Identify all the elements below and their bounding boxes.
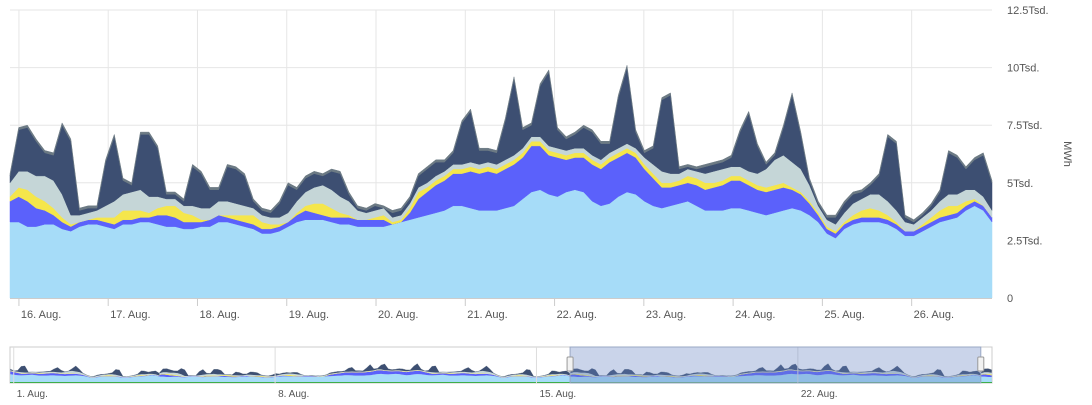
area-series-6 <box>9 65 993 223</box>
x-tick-label: 23. Aug. <box>646 309 686 321</box>
x-tick-label: 21. Aug. <box>467 309 507 321</box>
y-tick-label: 10Tsd. <box>1007 63 1039 75</box>
navigator-tick-label: 8. Aug. <box>278 389 309 400</box>
main-plot-areas <box>9 65 993 299</box>
y-tick-label: 7.5Tsd. <box>1007 120 1042 132</box>
navigator-handle-right[interactable] <box>977 356 985 372</box>
navigator-selected-range[interactable] <box>569 346 982 384</box>
x-tick-label: 18. Aug. <box>199 309 239 321</box>
navigator-area-series-5 <box>10 363 992 377</box>
x-axis-ticks: 16. Aug. 17. Aug. 18. Aug. 19. Aug. 20. Aug.… <box>18 298 954 321</box>
x-tick-label: 22. Aug. <box>557 309 597 321</box>
y-tick-label: 5Tsd. <box>1007 178 1033 190</box>
x-tick-label: 26. Aug. <box>914 309 954 321</box>
navigator-area-series-2 <box>10 370 992 378</box>
y-axis-unit-label: MWh <box>1061 141 1073 167</box>
y-axis-ticks: 0 2.5Tsd. 5Tsd. 7.5Tsd. 10Tsd. 12.5Tsd. <box>1007 5 1049 305</box>
y-tick-label: 0 <box>1007 293 1013 305</box>
x-tick-label: 25. Aug. <box>824 309 864 321</box>
x-tick-label: 20. Aug. <box>378 309 418 321</box>
x-tick-label: 16. Aug. <box>21 309 61 321</box>
navigator-area-series-4 <box>10 369 992 378</box>
navigator-tick-label: 1. Aug. <box>17 389 48 400</box>
navigator[interactable]: 1. Aug. 8. Aug. 15. Aug. 22. Aug. <box>9 346 993 400</box>
navigator-tick-label: 22. Aug. <box>801 389 838 400</box>
x-tick-label: 17. Aug. <box>110 309 150 321</box>
y-tick-label: 12.5Tsd. <box>1007 5 1049 17</box>
x-tick-label: 19. Aug. <box>289 309 329 321</box>
navigator-ticks: 1. Aug. 8. Aug. 15. Aug. 22. Aug. <box>13 347 838 400</box>
y-tick-label: 2.5Tsd. <box>1007 235 1042 247</box>
navigator-area-series-1 <box>10 373 992 383</box>
navigator-handle-left[interactable] <box>566 356 574 372</box>
navigator-tick-label: 15. Aug. <box>539 389 576 400</box>
x-tick-label: 24. Aug. <box>735 309 775 321</box>
